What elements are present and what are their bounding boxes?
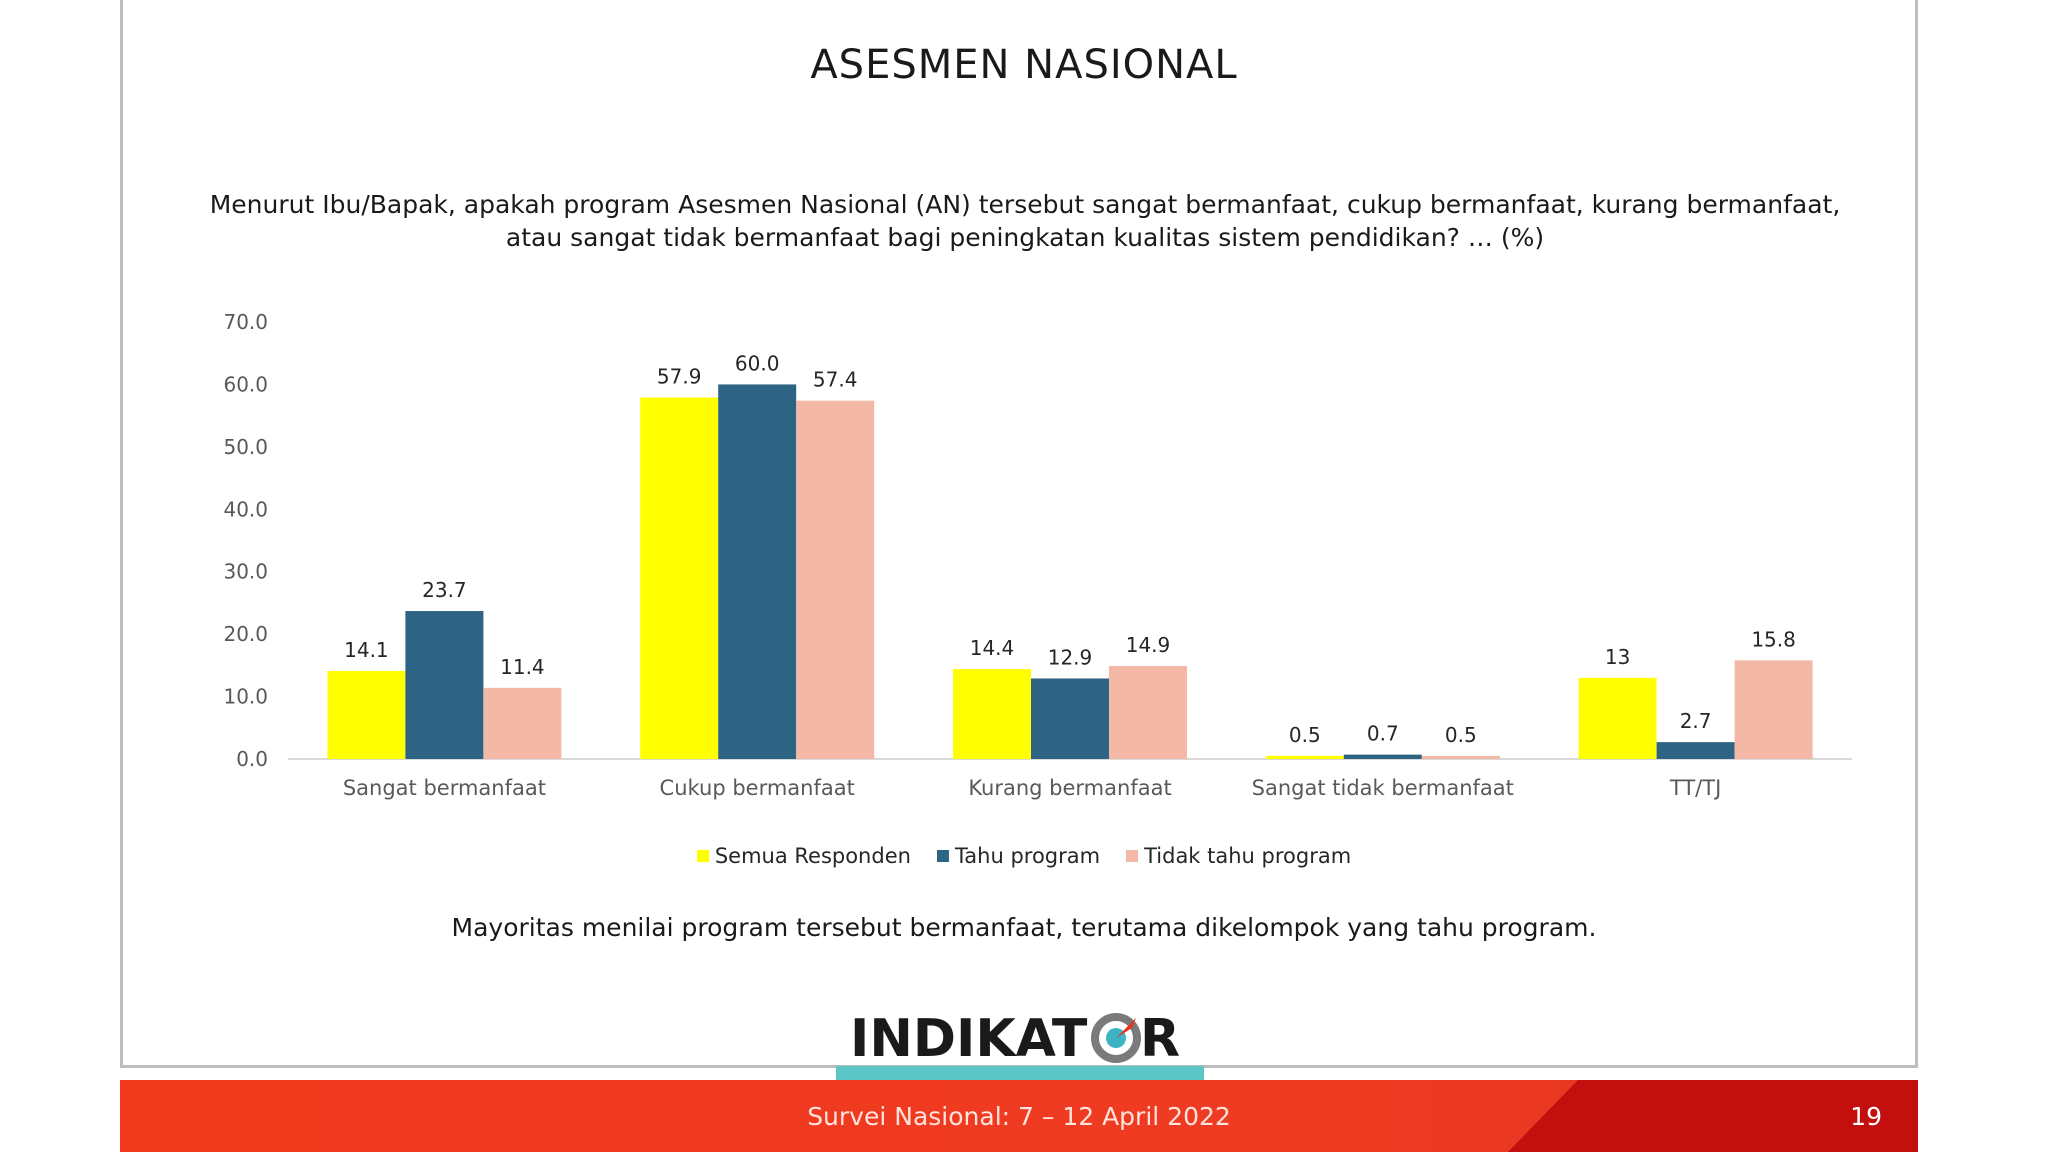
data-label: 0.5: [1445, 723, 1477, 747]
legend-swatch: [696, 850, 709, 862]
x-category-label: Sangat bermanfaat: [343, 776, 546, 800]
y-tick-label: 10.0: [223, 685, 268, 709]
data-label: 2.7: [1680, 709, 1712, 733]
chart-note: Mayoritas menilai program tersebut berma…: [451, 913, 1597, 942]
data-label: 0.5: [1289, 723, 1321, 747]
bar: [1578, 677, 1657, 759]
data-label: 14.4: [970, 636, 1015, 660]
data-label: 14.9: [1126, 633, 1171, 657]
bar: [1109, 665, 1187, 759]
legend-label: Tahu program: [954, 844, 1101, 868]
y-tick-label: 20.0: [223, 622, 268, 646]
bar: [327, 670, 406, 759]
data-label: 15.8: [1751, 627, 1796, 651]
data-label: 23.7: [422, 578, 467, 602]
slide-frame: [120, 0, 1918, 1068]
logo-mark: INDIKAT R: [850, 1009, 1180, 1066]
legend-label: Tidak tahu program: [1144, 844, 1352, 868]
bar: [1265, 755, 1344, 759]
bar: [1656, 742, 1735, 759]
y-tick-label: 40.0: [223, 497, 268, 521]
x-category-label: Kurang bermanfaat: [968, 776, 1171, 800]
page-number: 19: [1850, 1102, 1882, 1131]
y-tick-label: 70.0: [223, 310, 268, 334]
legend-item-tahu-program: Tahu program: [936, 844, 1101, 868]
legend-swatch: [936, 850, 949, 862]
legend-label: Semua Responden: [714, 844, 911, 868]
footer-survey-text: Survei Nasional: 7 – 12 April 2022: [807, 1102, 1231, 1131]
bar: [405, 611, 484, 759]
data-label: 11.4: [500, 655, 545, 679]
bar-chart: 0.0 10.0 20.0 30.0 40.0 50.0 60.0 70.0 14.1 23.7 1…: [223, 310, 1852, 800]
y-tick-label: 60.0: [223, 372, 268, 396]
y-tick-label: 30.0: [223, 560, 268, 584]
data-label: 60.0: [735, 351, 780, 375]
svg-text:R: R: [1140, 1009, 1180, 1066]
data-label: 12.9: [1048, 645, 1093, 669]
footer-bar: Survei Nasional: 7 – 12 April 2022 19: [120, 1080, 1918, 1152]
chart-legend: Semua Responden Tahu program Tidak tahu …: [0, 844, 2048, 868]
bar: [1734, 660, 1813, 759]
data-label: 0.7: [1367, 722, 1399, 746]
bar: [1343, 754, 1422, 759]
footer-accent: [1508, 1080, 1918, 1152]
bar: [640, 397, 719, 759]
x-category-label: TT/TJ: [1669, 776, 1721, 800]
legend-item-tidak-tahu-program: Tidak tahu program: [1126, 844, 1351, 868]
bar: [1421, 755, 1500, 759]
bar: [1031, 678, 1109, 759]
y-tick-label: 50.0: [223, 435, 268, 459]
y-tick-label: 0.0: [236, 747, 268, 771]
legend-item-semua-responden: Semua Responden: [696, 844, 911, 868]
data-label: 57.4: [813, 368, 858, 392]
indikator-logo: INDIKAT R: [840, 1006, 1220, 1066]
legend-swatch: [1126, 850, 1139, 862]
survey-question: Menurut Ibu/Bapak, apakah program Asesme…: [209, 190, 1841, 252]
bar: [718, 384, 797, 759]
svg-text:INDIKAT: INDIKAT: [850, 1009, 1088, 1066]
data-label: 13: [1605, 645, 1630, 669]
slide-title: ASESMEN NASIONAL: [810, 42, 1238, 88]
bar: [796, 400, 875, 759]
bar: [953, 669, 1031, 759]
data-label: 14.1: [344, 638, 389, 662]
x-category-label: Cukup bermanfaat: [660, 776, 855, 800]
x-category-label: Sangat tidak bermanfaat: [1252, 776, 1514, 800]
bar: [483, 687, 562, 759]
data-label: 57.9: [657, 365, 702, 389]
